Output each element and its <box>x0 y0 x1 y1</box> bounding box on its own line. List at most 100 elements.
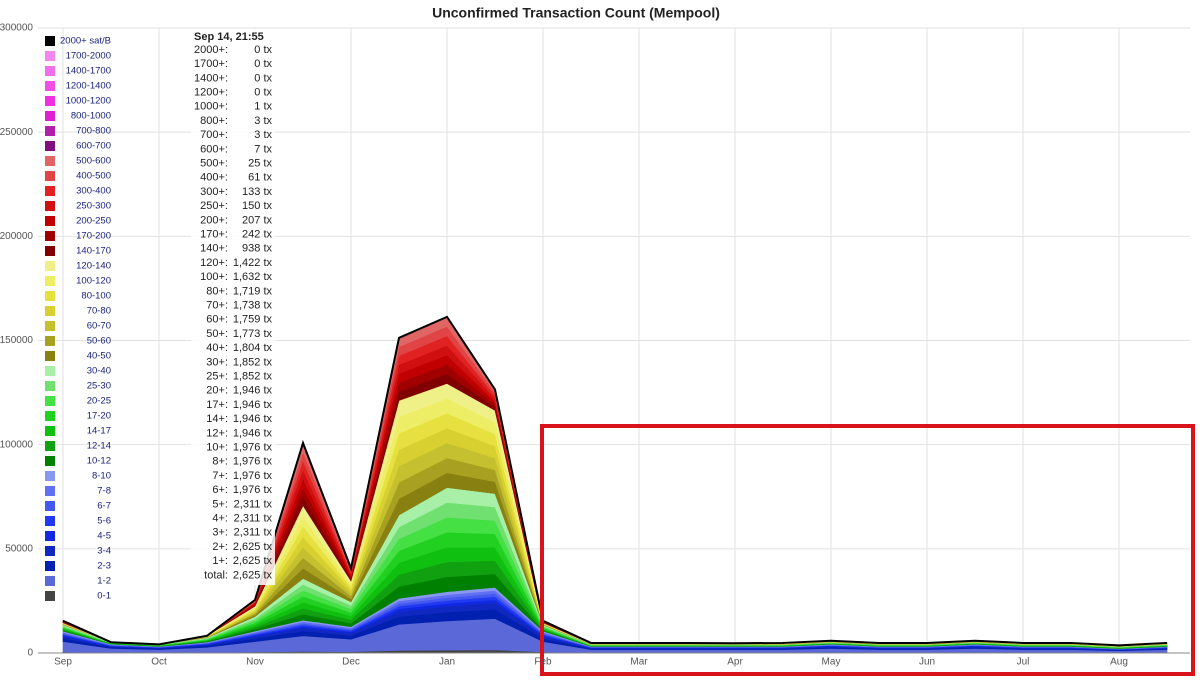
highlight-box <box>540 424 1195 676</box>
tooltip-label: 2+: <box>212 541 228 553</box>
tooltip-value: 1,852 tx <box>233 371 273 383</box>
y-tick-label: 250000 <box>0 127 33 138</box>
legend-swatch <box>45 261 55 271</box>
y-tick-label: 200000 <box>0 231 33 242</box>
tooltip-value: 1,759 tx <box>233 314 273 326</box>
tooltip-label: 14+: <box>206 413 228 425</box>
legend-swatch <box>45 471 55 481</box>
tooltip-value: 2,625 tx <box>233 555 273 567</box>
tooltip-label: 40+: <box>206 342 228 354</box>
legend-label: 600-700 <box>76 141 111 152</box>
legend-label: 50-60 <box>87 336 111 347</box>
area <box>62 315 1168 647</box>
legend-label: 8-10 <box>92 471 111 482</box>
tooltip-box <box>191 29 275 585</box>
tooltip-value: 938 tx <box>242 243 272 255</box>
tooltip-label: 100+: <box>200 271 228 283</box>
legend-label: 20-25 <box>87 396 111 407</box>
legend-swatch <box>45 456 55 466</box>
legend-label: 5-6 <box>97 516 111 527</box>
legend-label: 80-100 <box>81 291 111 302</box>
legend-swatch <box>45 546 55 556</box>
legend-label: 4-5 <box>97 531 111 542</box>
x-tick-label: Oct <box>151 657 167 668</box>
tooltip-value: 2,311 tx <box>234 527 273 539</box>
x-tick-label: Jun <box>919 657 935 668</box>
tooltip-value: 1,946 tx <box>233 399 273 411</box>
legend-label: 120-140 <box>76 261 111 272</box>
legend-label: 300-400 <box>76 186 111 197</box>
tooltip-value: 2,625 tx <box>233 541 273 553</box>
tooltip-label: 12+: <box>206 427 228 439</box>
x-tick-label: Nov <box>246 657 264 668</box>
legend-swatch <box>45 396 55 406</box>
tooltip-value: 1,946 tx <box>233 427 273 439</box>
legend-label: 170-200 <box>76 231 111 242</box>
legend-label: 250-300 <box>76 201 111 212</box>
tooltip-label: 17+: <box>206 399 228 411</box>
legend-label: 1000-1200 <box>66 96 111 107</box>
legend-swatch <box>45 516 55 526</box>
tooltip-label: 7+: <box>212 470 228 482</box>
legend-label: 400-500 <box>76 171 111 182</box>
tooltip-label: 5+: <box>212 498 228 510</box>
tooltip-label: 10+: <box>206 442 228 454</box>
x-tick-label: Jul <box>1017 657 1030 668</box>
tooltip-value: 2,311 tx <box>234 498 273 510</box>
tooltip: Sep 14, 21:55 2000+: 0 tx 1700+: 0 tx 1400+:… <box>191 29 275 585</box>
legend-swatch <box>45 321 55 331</box>
tooltip-value: 25 tx <box>248 158 272 170</box>
tooltip-label: 1000+: <box>194 101 228 113</box>
tooltip-label: 600+: <box>200 143 228 155</box>
legend-swatch <box>45 156 55 166</box>
legend-label: 17-20 <box>87 411 111 422</box>
tooltip-value: 1,976 tx <box>233 470 273 482</box>
tooltip-value: 0 tx <box>254 72 272 84</box>
legend-label: 14-17 <box>87 426 111 437</box>
x-tick-label: Jan <box>439 657 455 668</box>
x-tick-label: Dec <box>342 657 360 668</box>
tooltip-label: 50+: <box>206 328 228 340</box>
tooltip-label: 2000+: <box>194 44 228 56</box>
tooltip-label: total: <box>204 569 228 581</box>
legend-label: 3-4 <box>97 546 111 557</box>
legend-label: 1200-1400 <box>66 81 111 92</box>
legend-swatch <box>45 231 55 241</box>
tooltip-value: 2,625 tx <box>233 569 273 581</box>
legend-label: 700-800 <box>76 126 111 137</box>
x-tick-label: May <box>822 657 841 668</box>
y-tick-label: 0 <box>27 648 33 659</box>
y-tick-label: 50000 <box>5 543 33 554</box>
tooltip-value: 1,632 tx <box>233 271 273 283</box>
tooltip-value: 1,946 tx <box>233 413 273 425</box>
legend-swatch <box>45 381 55 391</box>
legend-label: 2000+ sat/B <box>60 36 111 47</box>
tooltip-label: 500+: <box>200 158 228 170</box>
tooltip-value: 61 tx <box>248 172 272 184</box>
tooltip-value: 1,719 tx <box>233 285 273 297</box>
tooltip-label: 1+: <box>212 555 228 567</box>
tooltip-value: 0 tx <box>254 44 272 56</box>
tooltip-value: 0 tx <box>254 58 272 70</box>
legend-swatch <box>45 411 55 421</box>
y-tick-label: 300000 <box>0 23 33 34</box>
tooltip-label: 1200+: <box>194 87 228 99</box>
tooltip-label: 60+: <box>206 314 228 326</box>
tooltip-label: 700+: <box>200 129 228 141</box>
legend-swatch <box>45 111 55 121</box>
tooltip-label: 4+: <box>212 513 228 525</box>
tooltip-value: 1,738 tx <box>233 300 273 312</box>
legend-label: 0-1 <box>97 591 111 602</box>
legend-swatch <box>45 531 55 541</box>
legend-swatch <box>45 81 55 91</box>
tooltip-value: 1,976 tx <box>233 442 273 454</box>
tooltip-value: 207 tx <box>242 214 272 226</box>
legend-label: 2-3 <box>97 561 111 572</box>
legend-label: 1-2 <box>97 576 111 587</box>
tooltip-label: 800+: <box>200 115 228 127</box>
tooltip-value: 3 tx <box>254 129 272 141</box>
legend-swatch <box>45 216 55 226</box>
legend-swatch <box>45 306 55 316</box>
legend-label: 70-80 <box>87 306 111 317</box>
